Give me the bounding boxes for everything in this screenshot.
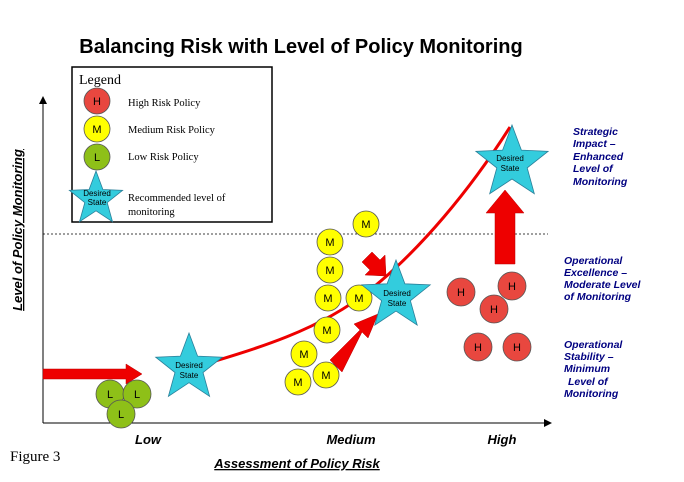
- label-excellence-line: Moderate Level: [564, 279, 642, 291]
- low-star-text-2: State: [180, 371, 199, 380]
- x-tick-low: Low: [135, 432, 162, 447]
- high-circle-letter: H: [508, 281, 516, 293]
- high-circle-letter: H: [513, 342, 521, 354]
- medium-circle: [313, 316, 341, 344]
- label-excellence-line: of Monitoring: [564, 291, 632, 303]
- high-desired-state-star: [474, 123, 550, 195]
- medium-circle-letter: M: [322, 325, 331, 337]
- legend-star-text-2: State: [88, 198, 107, 207]
- x-axis-label: Assessment of Policy Risk: [213, 456, 380, 471]
- legend-high-label: High Risk Policy: [128, 98, 201, 109]
- figure-label: Figure 3: [10, 449, 60, 465]
- label-strategic-line: Impact –: [573, 138, 616, 150]
- medium-circle: [352, 210, 380, 238]
- medium-circle-letter: M: [325, 237, 334, 249]
- legend-low-letter: L: [94, 152, 100, 164]
- legend-title: Legend: [79, 73, 121, 88]
- x-tick-high: High: [488, 432, 517, 447]
- high-circle-letter: H: [457, 287, 465, 299]
- label-stability-line: Stability –: [564, 351, 614, 363]
- medium-desired-state-star: [360, 258, 432, 327]
- high-circle: [479, 294, 509, 324]
- low-circle-letter: L: [107, 389, 113, 401]
- legend-medium-label: Medium Risk Policy: [128, 125, 216, 136]
- medium-circle: [345, 284, 373, 312]
- label-stability-line: Minimum: [564, 363, 610, 375]
- high-circle: [463, 332, 493, 362]
- legend-medium-circle: [83, 115, 111, 143]
- label-strategic-line: Strategic: [573, 126, 618, 138]
- medium-circle: [284, 368, 312, 396]
- star-shape: [154, 331, 224, 398]
- high-circle-letter: H: [474, 342, 482, 354]
- high-circle: [497, 271, 527, 301]
- medium-diagonal-arrow: [329, 313, 379, 373]
- star-shape: [360, 258, 432, 327]
- low-risk-cluster: L L L: [95, 379, 152, 429]
- low-circle-letter: L: [134, 389, 140, 401]
- legend-star-label-2: monitoring: [128, 207, 175, 218]
- label-stability-line: Level of: [568, 376, 609, 388]
- high-star-text-2: State: [501, 164, 520, 173]
- medium-star-text-2: State: [388, 299, 407, 308]
- label-stability-line: Operational: [564, 339, 623, 351]
- label-strategic-line: Enhanced: [573, 151, 624, 163]
- medium-circle-letter: M: [325, 265, 334, 277]
- high-circle-letter: H: [490, 304, 498, 316]
- low-flat-arrow: [42, 363, 143, 385]
- low-star-text-1: Desired: [175, 361, 203, 370]
- medium-circle: [316, 228, 344, 256]
- low-circle: [106, 399, 136, 429]
- medium-circle: [312, 361, 340, 389]
- label-strategic-impact: Strategic Impact – Enhanced Level of Mon…: [573, 126, 628, 188]
- medium-circle-letter: M: [299, 349, 308, 361]
- low-circle: [122, 379, 152, 409]
- medium-star-text-1: Desired: [383, 289, 411, 298]
- legend-star: [68, 169, 124, 223]
- high-up-arrow: [485, 189, 525, 265]
- legend-low-circle: [83, 143, 111, 171]
- low-circle-letter: L: [118, 409, 124, 421]
- medium-circle: [290, 340, 318, 368]
- legend-medium-letter: M: [92, 124, 101, 136]
- label-excellence-line: Operational: [564, 255, 623, 267]
- high-risk-cluster: H H H H H: [446, 271, 532, 362]
- medium-circle-letter: M: [354, 293, 363, 305]
- high-circle: [502, 332, 532, 362]
- label-operational-excellence: Operational Excellence – Moderate Level …: [564, 255, 642, 303]
- label-strategic-line: Level of: [573, 163, 614, 175]
- legend-star-text-1: Desired: [83, 189, 111, 198]
- y-axis-label: Level of Policy Monitoring: [10, 149, 25, 311]
- star-shape: [474, 123, 550, 195]
- legend-high-circle: [83, 87, 111, 115]
- medium-circle: [314, 284, 342, 312]
- medium-small-arrow: [361, 251, 387, 277]
- diagram-title: Balancing Risk with Level of Policy Moni…: [79, 36, 522, 58]
- medium-circle-letter: M: [323, 293, 332, 305]
- legend: Legend H High Risk Policy M Medium Risk …: [68, 66, 273, 223]
- medium-circle-letter: M: [293, 377, 302, 389]
- medium-circle: [316, 256, 344, 284]
- label-excellence-line: Excellence –: [564, 267, 627, 279]
- legend-high-letter: H: [93, 96, 101, 108]
- label-stability-line: Monitoring: [564, 388, 619, 400]
- label-strategic-line: Monitoring: [573, 176, 628, 188]
- high-star-text-1: Desired: [496, 154, 524, 163]
- low-desired-state-star: [154, 331, 224, 398]
- high-circle: [446, 277, 476, 307]
- star-shape: [68, 169, 124, 223]
- medium-circle-letter: M: [321, 370, 330, 382]
- medium-circle-letter: M: [361, 219, 370, 231]
- x-tick-medium: Medium: [326, 432, 376, 447]
- legend-star-label-1: Recommended level of: [128, 193, 226, 204]
- medium-risk-cluster: M M M M M M M M M: [284, 210, 380, 396]
- label-operational-stability: Operational Stability – Minimum Level of…: [564, 339, 623, 400]
- legend-low-label: Low Risk Policy: [128, 152, 199, 163]
